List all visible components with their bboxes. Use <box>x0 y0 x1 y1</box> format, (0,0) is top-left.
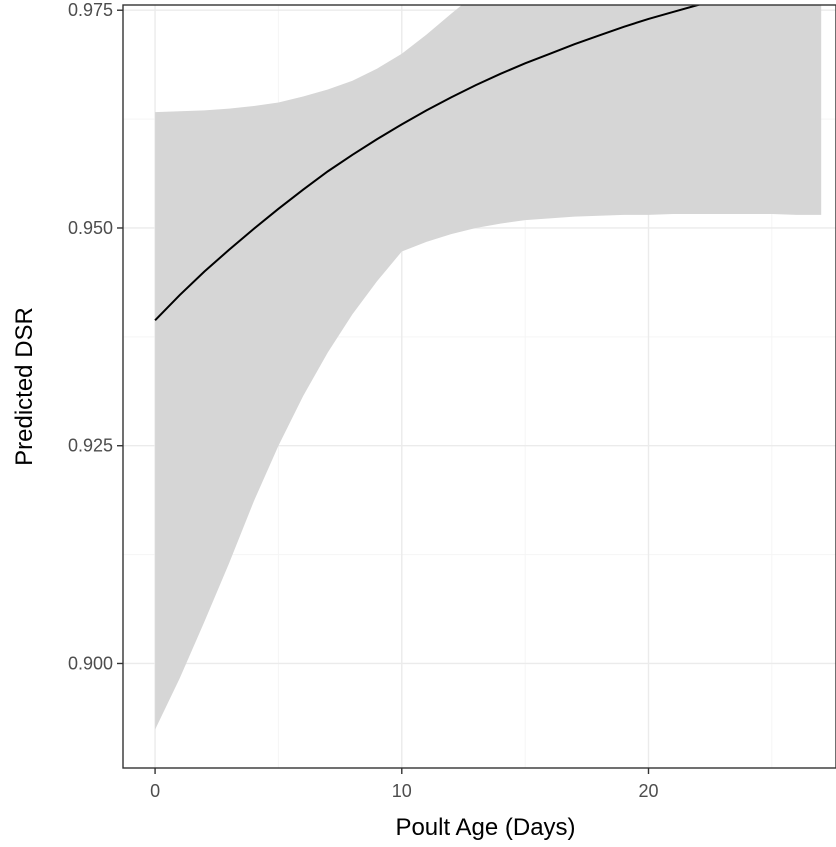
y-tick-label: 0.950 <box>68 218 113 238</box>
x-axis-ticks: 0 10 20 <box>150 768 659 801</box>
x-tick-label: 10 <box>392 781 412 801</box>
y-tick-label: 0.975 <box>68 0 113 20</box>
confidence-band <box>155 5 822 730</box>
y-axis-ticks: 0.900 0.925 0.950 0.975 <box>68 0 123 673</box>
y-tick-label: 0.900 <box>68 653 113 673</box>
fitted-line <box>154 5 702 321</box>
x-tick-label: 0 <box>150 781 160 801</box>
x-axis-title: Poult Age (Days) <box>395 814 575 841</box>
panel-border <box>122 4 836 769</box>
y-tick-label: 0.925 <box>68 436 113 456</box>
x-tick-label: 20 <box>638 781 658 801</box>
y-axis-title: Predicted DSR <box>11 307 38 466</box>
